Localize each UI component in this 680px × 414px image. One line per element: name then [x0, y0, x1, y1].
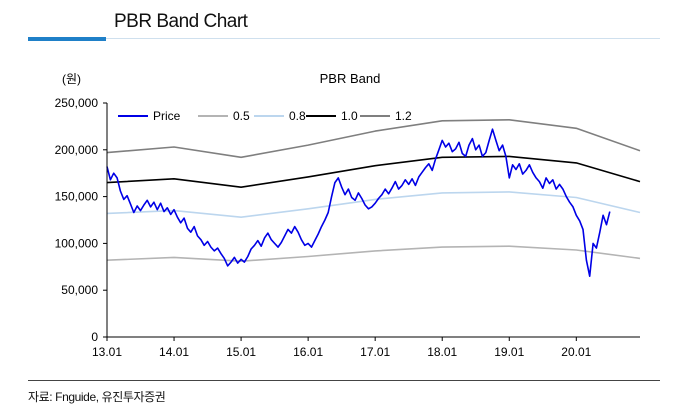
x-tick-label: 17.01: [360, 345, 390, 359]
x-tick-label: 19.01: [494, 345, 524, 359]
legend-item-1-0: 1.0: [306, 109, 358, 123]
title-underline: [106, 38, 660, 39]
y-tick-label: 0: [91, 330, 98, 344]
legend-item-0-8: 0.8: [254, 109, 306, 123]
series-line-1-0: [106, 155, 641, 188]
y-tick-label: 150,000: [55, 190, 99, 204]
y-tick-label: 200,000: [55, 143, 99, 157]
chart-lines: [106, 119, 641, 277]
y-tick-label: 100,000: [55, 236, 99, 250]
x-tick-label: 13.01: [92, 345, 122, 359]
chart-axes: 0 50,000 100,000 150,000 200,000 250,000 13.01…: [55, 96, 640, 359]
y-tick-label: 50,000: [61, 283, 98, 297]
series-line-price: [106, 128, 611, 277]
page-title: PBR Band Chart: [114, 11, 248, 32]
legend-label: 0.5: [233, 109, 250, 123]
y-axis-unit-label: (원): [62, 72, 81, 86]
footer-divider: [28, 380, 660, 381]
x-tick-label: 14.01: [159, 345, 189, 359]
legend-item-1-2: 1.2: [360, 109, 412, 123]
x-tick-label: 20.01: [561, 345, 591, 359]
legend-label: 1.2: [395, 109, 412, 123]
chart-title: PBR Band: [320, 71, 381, 86]
legend-item-price: Price: [118, 109, 181, 123]
x-tick-label: 15.01: [226, 345, 256, 359]
series-line-0-8: [106, 191, 641, 218]
legend-label: 0.8: [289, 109, 306, 123]
chart-legend: Price 0.5 0.8 1.0 1.2: [118, 109, 412, 123]
series-line-0-5: [106, 245, 641, 262]
report-header: PBR Band Chart: [0, 0, 680, 42]
y-tick-label: 250,000: [55, 96, 99, 110]
legend-label: 1.0: [341, 109, 358, 123]
title-accent-bar: [28, 37, 106, 41]
x-tick-label: 18.01: [427, 345, 457, 359]
legend-label: Price: [153, 109, 181, 123]
source-note: 자료: Fnguide, 유진투자증권: [28, 390, 166, 404]
x-tick-label: 16.01: [293, 345, 323, 359]
series-line-1-2: [106, 119, 641, 159]
pbr-band-chart: PBR Band (원) 0 50,000 100,000 150,000 200,00…: [55, 71, 641, 359]
legend-item-0-5: 0.5: [198, 109, 250, 123]
